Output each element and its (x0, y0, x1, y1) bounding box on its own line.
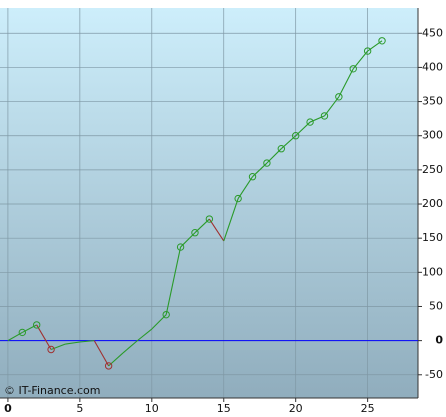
point (248, 173, 257, 181)
x-tick-label: 0 (4, 402, 12, 415)
point (176, 243, 185, 251)
point (291, 132, 300, 140)
line-segment (324, 96, 340, 117)
point (277, 145, 286, 153)
point (162, 310, 170, 319)
line-segment (352, 50, 369, 70)
x-tick-label: 25 (361, 402, 375, 415)
y-tick-label: 100 (422, 265, 443, 278)
y-tick-label: 250 (422, 163, 443, 176)
y-tick-label: -50 (425, 368, 443, 381)
point (320, 112, 329, 120)
y-tick-label: 200 (422, 197, 443, 210)
x-tick-label: 20 (289, 402, 303, 415)
y-tick-label: 300 (422, 129, 443, 142)
point (205, 215, 214, 223)
point (47, 345, 55, 354)
y-tick-label: 450 (422, 26, 443, 39)
line-segment (223, 198, 239, 242)
line-segment (338, 68, 354, 98)
y-tick-label: 50 (429, 299, 443, 312)
line-segment (7, 331, 23, 342)
line-segment (122, 340, 138, 354)
y-tick-label: 150 (422, 231, 443, 244)
x-tick-label: 10 (145, 402, 159, 415)
point (378, 37, 386, 45)
line-segment (36, 324, 52, 350)
x-tick-label: 5 (76, 402, 83, 415)
plot-area (0, 8, 418, 398)
x-tick-label: 15 (217, 402, 231, 415)
line-segment (137, 328, 153, 342)
y-tick-label: 0 (435, 334, 443, 347)
point (363, 47, 372, 55)
point (349, 65, 357, 73)
line-segment (237, 176, 253, 199)
point (306, 118, 314, 126)
line-segment (65, 341, 80, 345)
line-segment (22, 324, 37, 333)
point (191, 229, 199, 237)
line-segment (208, 218, 225, 242)
line-segment (165, 246, 182, 315)
point (18, 328, 27, 337)
line-segment (79, 340, 95, 343)
line-segment (309, 115, 325, 123)
point (263, 159, 271, 167)
point (104, 362, 113, 370)
line-segment (93, 340, 110, 367)
watermark: © IT-Finance.com (4, 384, 101, 397)
line-segment (50, 343, 66, 351)
y-tick-label: 350 (422, 95, 443, 108)
point (32, 321, 41, 329)
point (234, 194, 242, 203)
y-tick-label: 400 (422, 60, 443, 73)
point (335, 93, 343, 101)
